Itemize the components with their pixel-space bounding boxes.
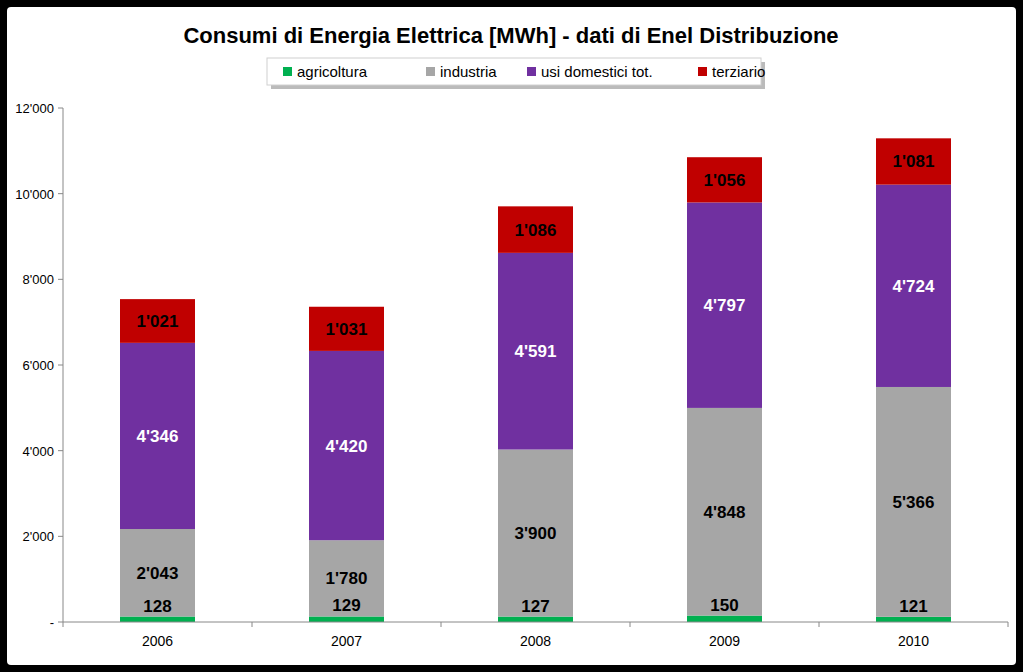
x-tick-label: 2010 <box>898 633 929 649</box>
bar-segment <box>498 450 573 617</box>
data-label: 1'031 <box>326 320 368 339</box>
data-label: 1'086 <box>515 221 557 240</box>
y-tick <box>58 450 63 451</box>
bar-segment <box>120 299 195 343</box>
x-tick <box>63 622 64 627</box>
data-label: 4'591 <box>515 342 557 361</box>
bar-segment <box>120 529 195 617</box>
x-tick <box>630 622 631 627</box>
x-tick <box>1008 622 1009 627</box>
x-tick-label: 2009 <box>709 633 740 649</box>
data-label: 129 <box>332 596 360 615</box>
y-tick-label: 2'000 <box>23 529 54 544</box>
y-tick <box>58 536 63 537</box>
outer-frame <box>0 0 1023 672</box>
bar-segment <box>309 616 384 622</box>
legend-label: industria <box>440 63 497 80</box>
x-tick <box>252 622 253 627</box>
data-label: 4'848 <box>704 503 746 522</box>
bar-segment <box>687 616 762 622</box>
data-label: 1'081 <box>893 152 935 171</box>
y-tick <box>58 622 63 623</box>
legend-swatch <box>283 67 292 76</box>
y-tick-label: 10'000 <box>15 187 54 202</box>
y-tick-label: - <box>50 615 54 630</box>
data-label: 127 <box>521 597 549 616</box>
y-axis-line <box>63 108 64 622</box>
bar-segment <box>498 617 573 622</box>
data-label: 2'043 <box>137 564 179 583</box>
data-label: 1'021 <box>137 312 179 331</box>
bar-segment <box>876 185 951 387</box>
y-tick <box>58 193 63 194</box>
title: Consumi di Energia Elettrica [MWh] - dat… <box>183 23 838 48</box>
data-labels: 128 129 127 150 121 2'043 1'780 3'900 4'848 5'366… <box>137 152 935 615</box>
y-tick-label: 8'000 <box>23 272 54 287</box>
y-axis: - 2'000 4'000 6'000 8'000 10'000 12'000 <box>15 101 63 630</box>
legend-label: agricoltura <box>297 63 368 80</box>
y-tick-label: 12'000 <box>15 101 54 116</box>
data-label: 3'900 <box>515 524 557 543</box>
x-tick-label: 2007 <box>331 633 362 649</box>
bar-segment <box>309 540 384 616</box>
bar-segment <box>876 387 951 617</box>
y-tick-label: 4'000 <box>23 444 54 459</box>
data-label: 121 <box>899 597 927 616</box>
legend: agricoltura industria usi domestici tot. te… <box>267 58 765 89</box>
legend-label: terziario <box>712 63 765 80</box>
bar-segment <box>120 343 195 529</box>
legend-swatch <box>426 67 435 76</box>
bar-segment <box>876 617 951 622</box>
chart-background <box>7 7 1016 665</box>
legend-box <box>267 58 761 85</box>
y-tick-label: 6'000 <box>23 358 54 373</box>
legend-swatch <box>527 67 536 76</box>
x-tick-label: 2006 <box>142 633 173 649</box>
bar-segment <box>687 157 762 202</box>
x-tick-label: 2008 <box>520 633 551 649</box>
bar-segment <box>309 351 384 540</box>
y-tick <box>58 365 63 366</box>
bar-segment <box>687 202 762 407</box>
bar-segment <box>687 408 762 616</box>
bars <box>120 138 951 622</box>
x-tick <box>819 622 820 627</box>
data-label: 4'346 <box>137 427 179 446</box>
bar-segment <box>876 138 951 184</box>
legend-swatch <box>698 67 707 76</box>
legend-label: usi domestici tot. <box>541 63 653 80</box>
data-label: 1'056 <box>704 171 746 190</box>
x-axis: 2006 2007 2008 2009 2010 <box>63 622 1008 649</box>
data-label: 128 <box>143 597 171 616</box>
data-label: 150 <box>710 596 738 615</box>
data-label: 4'724 <box>893 277 935 296</box>
x-axis-line <box>63 622 1008 623</box>
data-label: 1'780 <box>326 569 368 588</box>
y-tick <box>58 279 63 280</box>
bar-segment <box>498 253 573 450</box>
bar-segment <box>309 307 384 351</box>
chart: Consumi di Energia Elettrica [MWh] - dat… <box>0 0 1023 672</box>
bar-segment <box>498 206 573 253</box>
bar-segment <box>120 617 195 622</box>
data-label: 5'366 <box>893 493 935 512</box>
data-label: 4'420 <box>326 437 368 456</box>
x-tick <box>441 622 442 627</box>
data-label: 4'797 <box>704 296 746 315</box>
y-tick <box>58 108 63 109</box>
